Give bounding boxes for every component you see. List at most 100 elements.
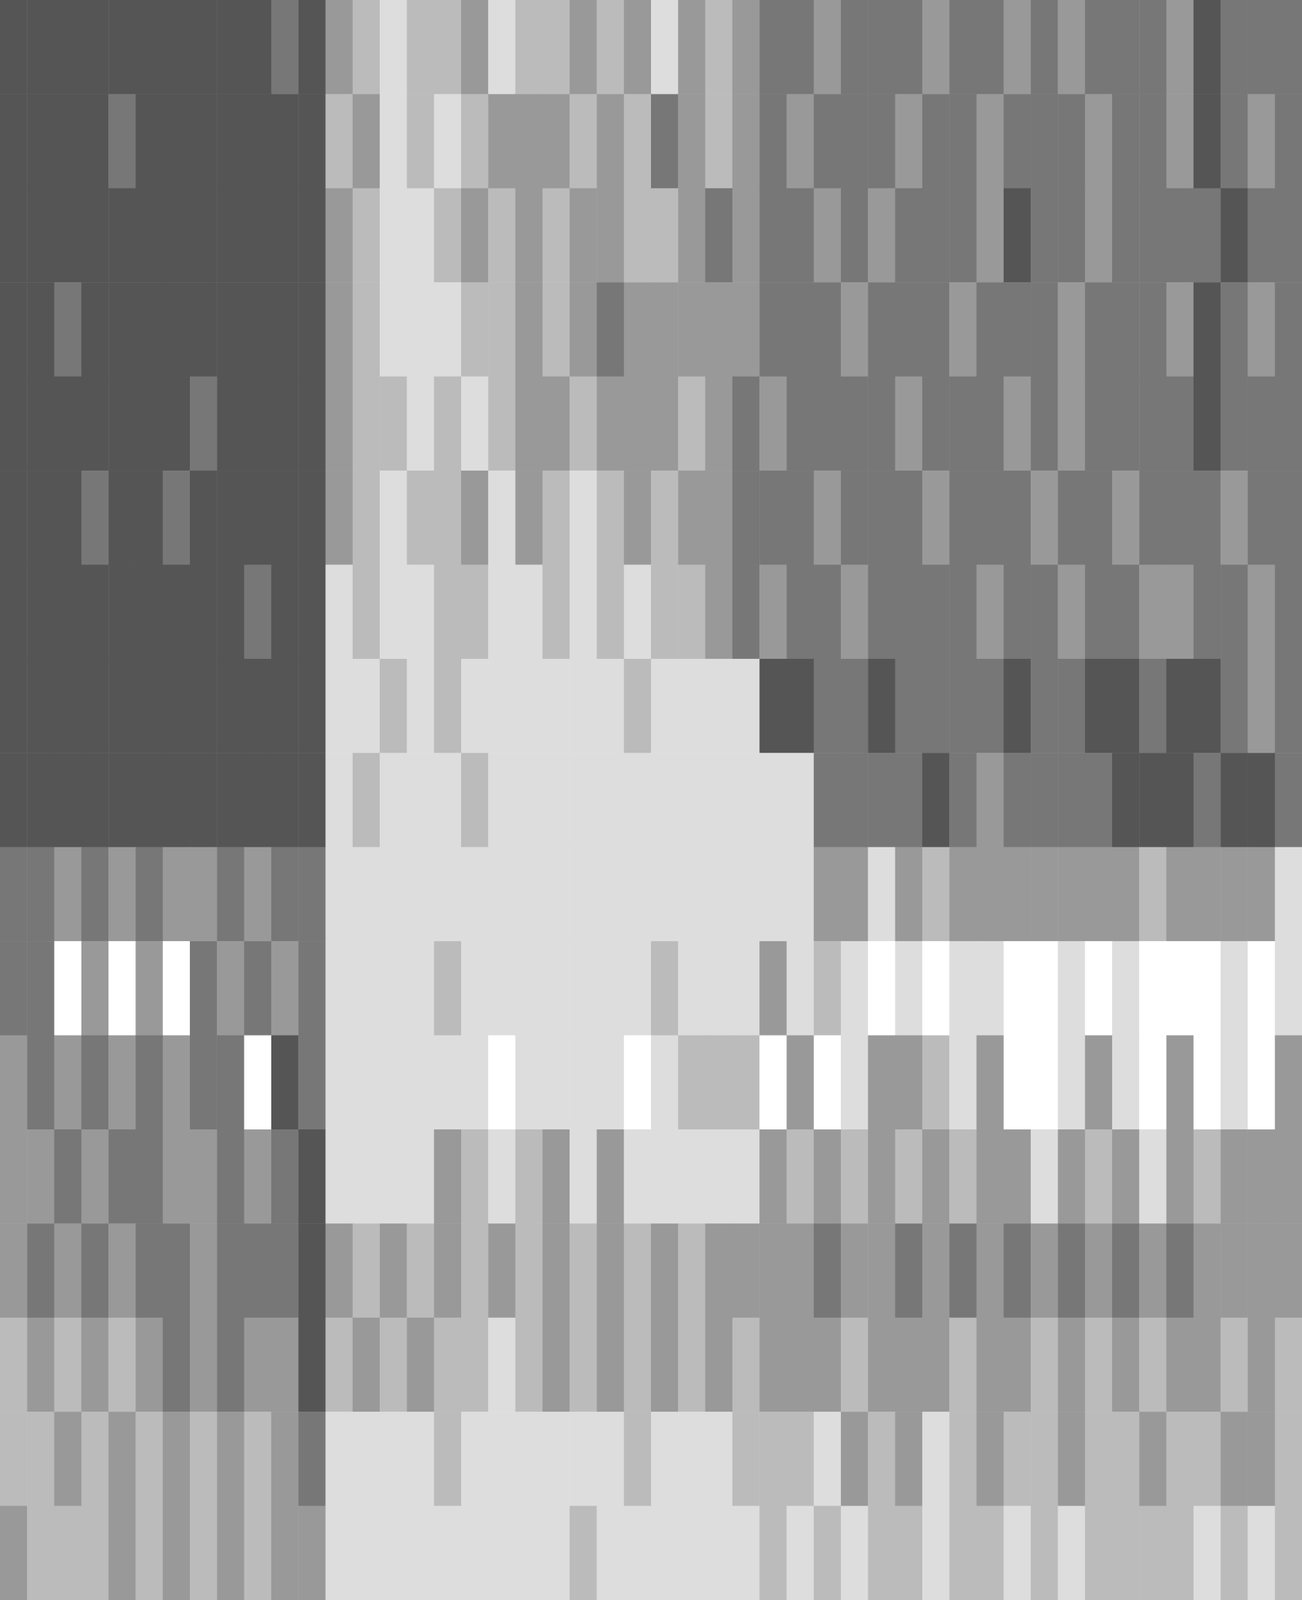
cell bbox=[515, 1223, 544, 1319]
cell bbox=[488, 1223, 516, 1319]
cell bbox=[705, 847, 734, 942]
cell bbox=[54, 188, 83, 283]
cell bbox=[922, 282, 950, 377]
cell bbox=[271, 1411, 299, 1507]
cell bbox=[1057, 1223, 1086, 1319]
cell bbox=[1193, 847, 1222, 942]
cell bbox=[705, 1223, 734, 1319]
cell bbox=[1085, 470, 1113, 566]
cell bbox=[1247, 1223, 1276, 1319]
cell bbox=[624, 0, 652, 95]
cell bbox=[542, 1035, 571, 1131]
cell bbox=[1193, 0, 1222, 95]
cell bbox=[1166, 1035, 1195, 1131]
cell bbox=[705, 1318, 734, 1413]
cell bbox=[651, 1411, 679, 1507]
cell bbox=[352, 1318, 381, 1413]
cell bbox=[1193, 282, 1222, 377]
cell bbox=[162, 0, 191, 95]
cell bbox=[759, 847, 788, 942]
cell bbox=[1275, 941, 1302, 1036]
cell bbox=[461, 0, 489, 95]
cell bbox=[624, 1129, 652, 1225]
cell bbox=[162, 1506, 191, 1600]
cell bbox=[352, 659, 381, 754]
cell bbox=[515, 0, 544, 95]
cell bbox=[244, 1506, 273, 1600]
cell bbox=[54, 752, 83, 848]
cell bbox=[949, 847, 977, 942]
cell bbox=[895, 941, 924, 1036]
cell bbox=[976, 1129, 1005, 1225]
cell bbox=[922, 470, 950, 566]
cell bbox=[705, 188, 734, 283]
cell bbox=[135, 376, 163, 472]
cell bbox=[271, 470, 299, 566]
cell bbox=[867, 941, 896, 1036]
cell bbox=[1220, 1411, 1249, 1507]
cell bbox=[26, 93, 55, 189]
cell bbox=[216, 1129, 245, 1225]
cell bbox=[1139, 1318, 1167, 1413]
cell bbox=[759, 1129, 788, 1225]
cell bbox=[922, 188, 950, 283]
cell bbox=[1139, 93, 1167, 189]
cell bbox=[379, 1318, 408, 1413]
cell bbox=[325, 564, 354, 660]
cell bbox=[976, 1223, 1005, 1319]
cell bbox=[81, 1129, 110, 1225]
cell bbox=[54, 659, 83, 754]
cell bbox=[895, 752, 924, 848]
cell bbox=[1247, 1129, 1276, 1225]
cell bbox=[434, 376, 462, 472]
cell bbox=[461, 659, 489, 754]
cell bbox=[271, 376, 299, 472]
cell bbox=[786, 752, 814, 848]
cell bbox=[759, 93, 788, 189]
cell bbox=[677, 376, 706, 472]
cell bbox=[867, 1129, 896, 1225]
cell bbox=[515, 659, 544, 754]
cell bbox=[26, 1318, 55, 1413]
cell bbox=[271, 282, 299, 377]
cell bbox=[1112, 752, 1140, 848]
cell bbox=[488, 752, 516, 848]
cell bbox=[1220, 0, 1249, 95]
cell bbox=[488, 470, 516, 566]
cell bbox=[949, 1129, 977, 1225]
cell bbox=[705, 752, 734, 848]
cell bbox=[406, 93, 435, 189]
cell bbox=[135, 941, 163, 1036]
cell bbox=[569, 1506, 598, 1600]
cell bbox=[434, 93, 462, 189]
cell bbox=[81, 376, 110, 472]
cell bbox=[54, 93, 83, 189]
cell bbox=[298, 752, 326, 848]
cell bbox=[26, 282, 55, 377]
cell bbox=[1275, 188, 1302, 283]
cell bbox=[732, 1035, 761, 1131]
cell bbox=[1166, 1506, 1195, 1600]
cell bbox=[108, 93, 137, 189]
cell bbox=[352, 941, 381, 1036]
cell bbox=[732, 1318, 761, 1413]
cell bbox=[569, 188, 598, 283]
cell bbox=[813, 941, 842, 1036]
cell bbox=[298, 1506, 326, 1600]
cell bbox=[488, 1411, 516, 1507]
cell bbox=[1139, 847, 1167, 942]
cell bbox=[1003, 470, 1032, 566]
cell bbox=[189, 1129, 218, 1225]
cell bbox=[1057, 1035, 1086, 1131]
cell bbox=[515, 1506, 544, 1600]
cell bbox=[461, 564, 489, 660]
cell bbox=[135, 1411, 163, 1507]
cell bbox=[1030, 1035, 1059, 1131]
cell bbox=[813, 0, 842, 95]
cell bbox=[1030, 93, 1059, 189]
cell bbox=[434, 1506, 462, 1600]
cell bbox=[108, 564, 137, 660]
cell bbox=[542, 93, 571, 189]
cell bbox=[1166, 659, 1195, 754]
cell bbox=[759, 470, 788, 566]
